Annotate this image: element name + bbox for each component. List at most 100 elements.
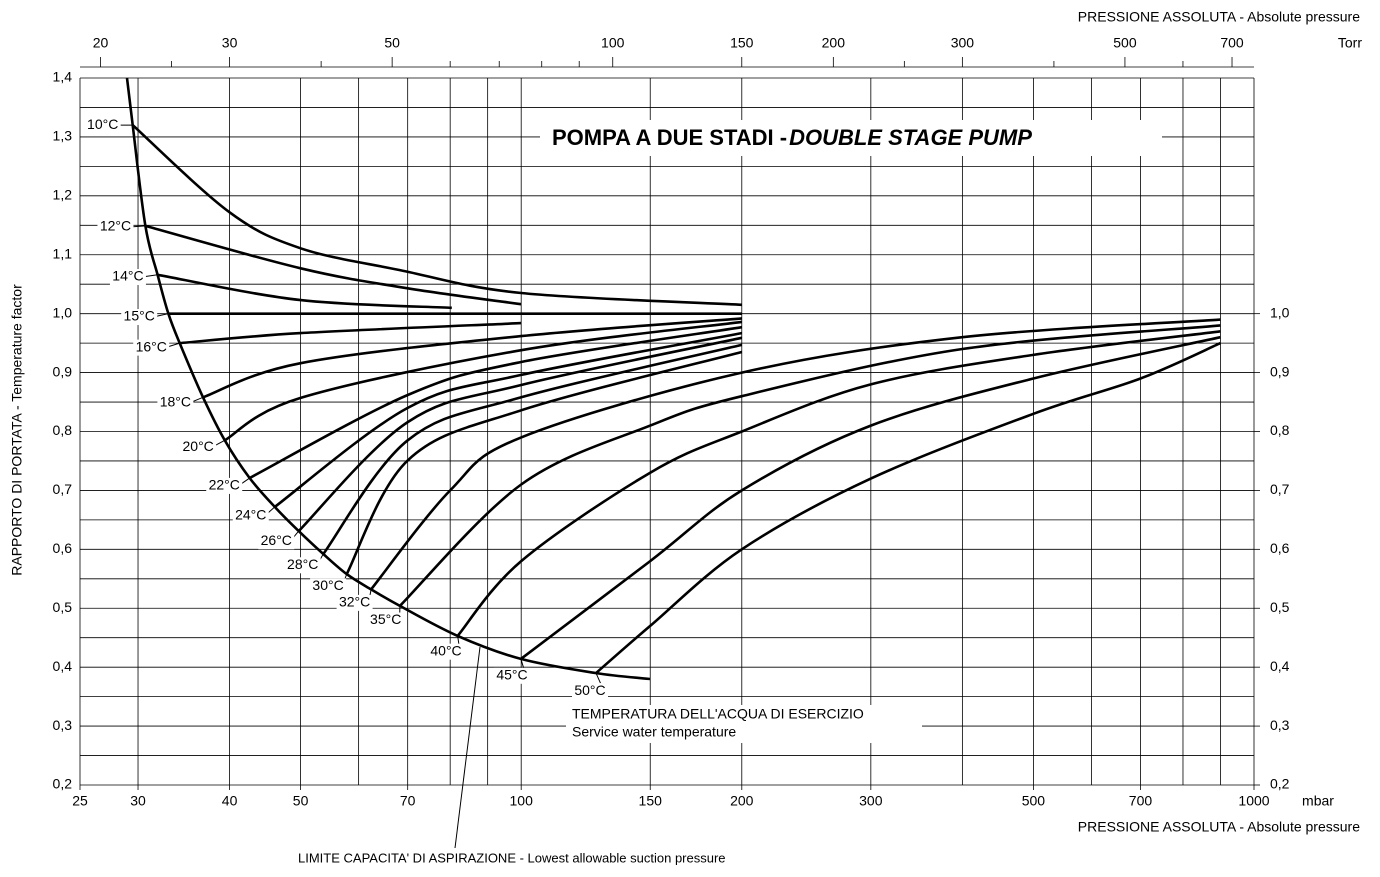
x-tick-label: 30	[130, 793, 146, 809]
x-tick-label: 100	[510, 793, 534, 809]
y2-tick-label: 0,2	[1270, 776, 1290, 792]
x-unit: mbar	[1302, 793, 1334, 809]
grid	[79, 57, 1260, 790]
x-tick-label: 500	[1022, 793, 1046, 809]
y-tick-label: 0,2	[53, 776, 73, 792]
y-tick-label: 0,3	[53, 717, 73, 733]
y2-tick-label: 0,4	[1270, 658, 1290, 674]
x-tick-label: 150	[639, 793, 663, 809]
series-label: 50°C	[574, 682, 605, 698]
temperature-curve	[520, 335, 1221, 660]
y2-tick-label: 0,7	[1270, 481, 1290, 497]
y-tick-label: 1,2	[53, 187, 73, 203]
temperature-curve	[274, 331, 743, 508]
series-label: 40°C	[430, 642, 461, 658]
label-bg	[258, 533, 295, 550]
label-bg	[133, 339, 170, 356]
limit-curve	[125, 77, 651, 681]
x2-tick-label: 100	[601, 35, 625, 51]
temperature-curve	[345, 350, 743, 575]
series-label: 24°C	[235, 507, 266, 523]
label-bg	[180, 439, 217, 456]
x2-tick-label: 300	[951, 35, 975, 51]
y-tick-label: 1,0	[53, 304, 73, 320]
annotation: Service water temperature	[572, 724, 736, 740]
x-axis-label: PRESSIONE ASSOLUTA - Absolute pressure	[1078, 819, 1360, 835]
y2-tick-label: 0,6	[1270, 540, 1290, 556]
y2-tick-label: 0,5	[1270, 599, 1290, 615]
y2-tick-label: 0,8	[1270, 422, 1290, 438]
label-bg	[428, 643, 465, 660]
series-label: 32°C	[339, 594, 370, 610]
label-bg	[109, 269, 146, 286]
series-label: 15°C	[124, 308, 155, 324]
series-label: 28°C	[287, 556, 318, 572]
title-bg	[540, 120, 1162, 156]
series-label: 22°C	[209, 477, 240, 493]
temperature-curve	[398, 324, 1221, 607]
chart-title-italic: DOUBLE STAGE PUMP	[789, 125, 1032, 150]
y-tick-label: 0,6	[53, 540, 73, 556]
x2-axis-label: PRESSIONE ASSOLUTA - Absolute pressure	[1078, 9, 1360, 25]
x2-tick-label: 700	[1220, 35, 1244, 51]
series-label: 20°C	[183, 438, 214, 454]
x2-tick-label: 50	[384, 35, 400, 51]
x-tick-label: 300	[859, 793, 883, 809]
y-tick-label: 0,4	[53, 658, 73, 674]
x-tick-label: 1000	[1238, 793, 1269, 809]
series-label: 12°C	[100, 218, 131, 234]
curves	[125, 77, 1222, 681]
y-tick-label: 1,4	[53, 69, 73, 85]
x-tick-label: 200	[730, 793, 754, 809]
y2-tick-label: 1,0	[1270, 304, 1290, 320]
series-label: 30°C	[312, 577, 343, 593]
series-label: 16°C	[136, 338, 167, 354]
y-tick-label: 0,7	[53, 481, 73, 497]
y-tick-label: 0,8	[53, 422, 73, 438]
temperature-curve	[456, 330, 1221, 637]
y-tick-label: 1,1	[53, 245, 73, 261]
y-tick-label: 0,5	[53, 599, 73, 615]
temperature-curve	[322, 343, 743, 555]
y2-tick-label: 0,3	[1270, 717, 1290, 733]
y-tick-label: 1,3	[53, 128, 73, 144]
temperature-curve	[131, 124, 742, 307]
x-tick-label: 700	[1129, 793, 1153, 809]
annotation-bg	[566, 705, 922, 743]
label-bg	[97, 219, 134, 236]
x-tick-label: 40	[222, 793, 238, 809]
label-bg	[493, 667, 530, 684]
temperature-curve	[145, 224, 522, 306]
x-tick-label: 50	[293, 793, 309, 809]
label-bg	[336, 594, 373, 611]
x2-unit: Torr	[1338, 35, 1362, 51]
y-axis-label: RAPPORTO DI PORTATA - Temperature factor	[9, 284, 25, 576]
series-label: 35°C	[370, 611, 401, 627]
x-tick-label: 25	[72, 793, 88, 809]
label-bg	[367, 612, 404, 629]
x2-tick-label: 150	[730, 35, 754, 51]
temperature-curve	[157, 273, 452, 310]
temperature-curve	[248, 325, 743, 480]
temperature-curve	[224, 320, 742, 442]
series-label: 10°C	[87, 116, 118, 132]
labels: 0,2 0,3 0,4 0,5 0,6 0,7 0,8 0,9 1,0 1,1 1,2 1,3 1,4 0…	[53, 35, 1290, 809]
temperature-curve	[297, 336, 743, 533]
label-bg	[121, 309, 158, 326]
label-bg	[310, 578, 347, 595]
label-bg	[157, 394, 194, 411]
temperature-curve	[179, 321, 522, 345]
chart-title: POMPA A DUE STADI -	[552, 125, 787, 150]
series-label: 14°C	[112, 268, 143, 284]
x2-tick-label: 200	[822, 35, 846, 51]
label-bg	[284, 557, 321, 574]
y2-tick-label: 0,9	[1270, 363, 1290, 379]
temperature-curve	[595, 341, 1222, 675]
label-bg	[232, 507, 269, 524]
series-label: 45°C	[496, 666, 527, 682]
leader-line	[454, 646, 481, 849]
temperature-curve	[202, 317, 742, 399]
x2-tick-label: 30	[222, 35, 238, 51]
y-tick-label: 0,9	[53, 363, 73, 379]
